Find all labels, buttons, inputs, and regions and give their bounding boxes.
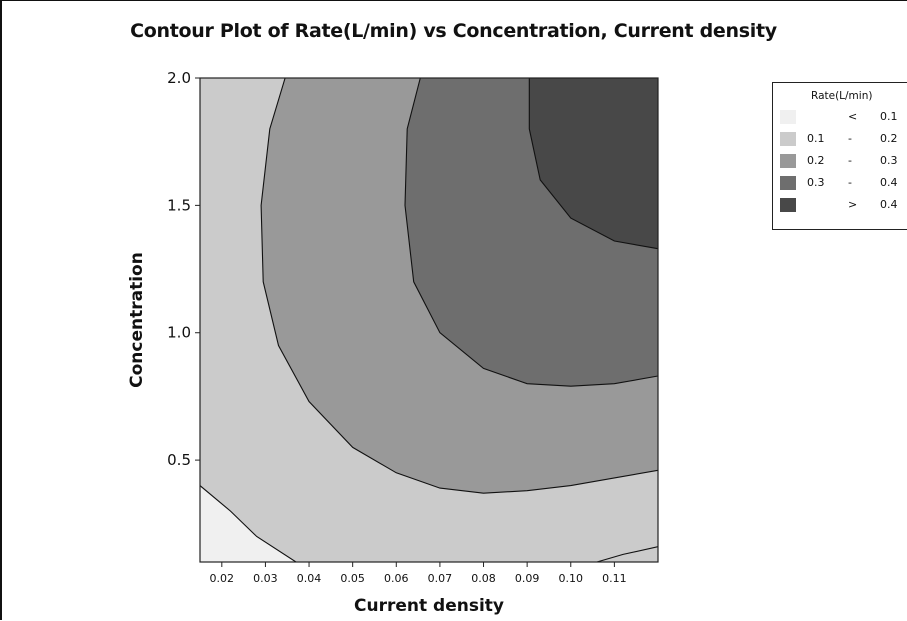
y-tick-label: 1.5 — [167, 196, 191, 214]
y-tick-label: 1.0 — [167, 324, 191, 342]
legend-separator: - — [848, 154, 852, 167]
legend-swatch — [780, 154, 796, 168]
chart-title: Contour Plot of Rate(L/min) vs Concentra… — [130, 20, 777, 42]
contour-line — [200, 485, 297, 562]
y-tick-label: 2.0 — [167, 69, 191, 87]
x-axis: 0.02 0.03 0.04 0.05 0.06 0.07 0.08 0.09 0.10 0.11 — [210, 562, 627, 585]
legend-item: 0.3 - 0.4 — [780, 174, 907, 192]
y-tick-label: 0.5 — [167, 451, 191, 469]
x-tick-label: 0.11 — [602, 572, 627, 585]
x-tick-label: 0.08 — [471, 572, 496, 585]
contour-line — [404, 78, 658, 387]
plot-border — [199, 77, 659, 563]
x-tick-label: 0.04 — [297, 572, 322, 585]
x-tick-label: 0.07 — [428, 572, 453, 585]
legend-item: < 0.1 — [780, 108, 907, 126]
y-axis-title: Concentration — [127, 252, 147, 388]
legend-separator: < — [848, 110, 858, 123]
legend-item: > 0.4 — [780, 196, 907, 214]
x-tick-label: 0.05 — [340, 572, 365, 585]
contour-regions — [200, 78, 658, 562]
x-tick-label: 0.03 — [253, 572, 278, 585]
legend-upper-bound: 0.2 — [880, 132, 898, 145]
contour-lines — [200, 78, 658, 562]
contour-line — [528, 78, 658, 250]
legend-upper-bound: 0.3 — [880, 154, 898, 167]
region-below-0.1 — [200, 485, 296, 562]
legend-swatch — [780, 132, 796, 146]
legend-upper-bound: 0.4 — [880, 198, 898, 211]
x-tick-label: 0.02 — [210, 572, 235, 585]
x-axis-title: Current density — [354, 596, 504, 616]
legend-title: Rate(L/min) — [811, 90, 873, 102]
legend: Rate(L/min) < 0.1 0.1 - 0.2 0.2 - 0.3 0.… — [772, 82, 907, 230]
contour-line — [260, 78, 658, 494]
contour-line — [596, 546, 658, 562]
x-tick-label: 0.06 — [384, 572, 409, 585]
legend-item: 0.1 - 0.2 — [780, 130, 907, 148]
legend-lower-bound: 0.1 — [807, 132, 825, 145]
y-axis: 0.5 1.0 1.5 2.0 — [167, 69, 200, 469]
legend-swatch — [780, 176, 796, 190]
legend-separator: - — [848, 132, 852, 145]
legend-lower-bound: 0.3 — [807, 176, 825, 189]
x-tick-label: 0.09 — [515, 572, 540, 585]
legend-item: 0.2 - 0.3 — [780, 152, 907, 170]
legend-upper-bound: 0.1 — [880, 110, 898, 123]
legend-lower-bound: 0.2 — [807, 154, 825, 167]
legend-swatch — [780, 198, 796, 212]
x-tick-label: 0.10 — [559, 572, 584, 585]
legend-swatch — [780, 110, 796, 124]
legend-separator: - — [848, 176, 852, 189]
legend-upper-bound: 0.4 — [880, 176, 898, 189]
legend-separator: > — [848, 198, 858, 211]
